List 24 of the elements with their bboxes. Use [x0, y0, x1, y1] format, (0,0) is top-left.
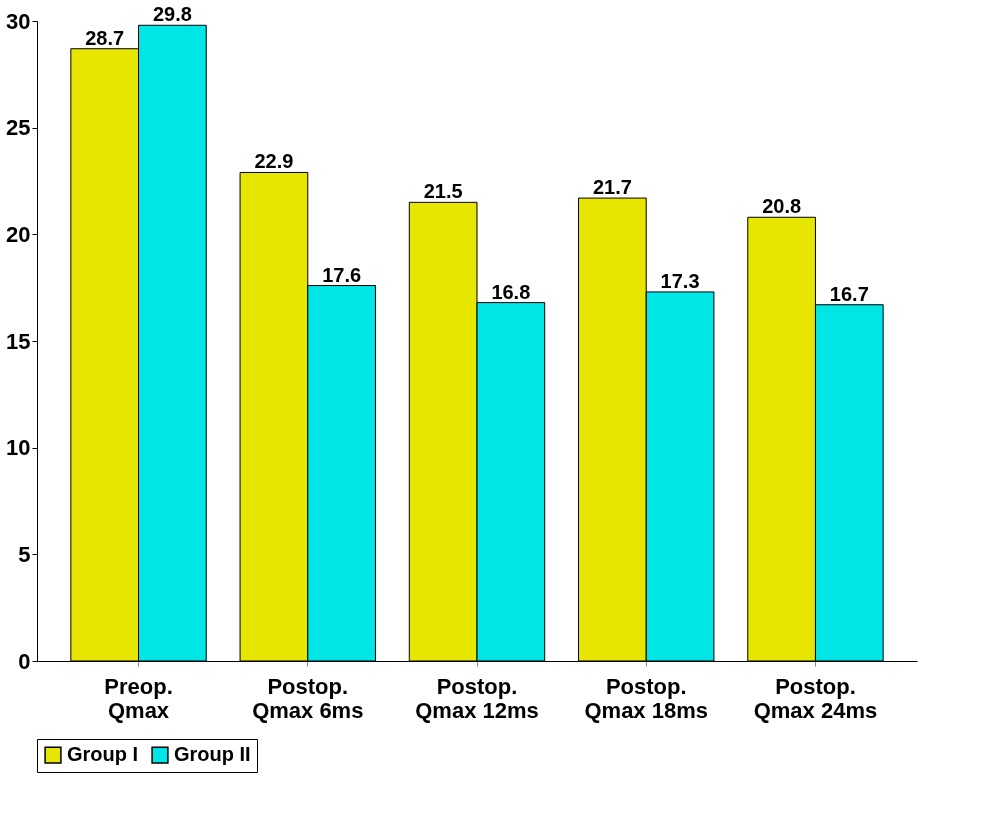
legend-label: Group I [67, 743, 139, 766]
y-tick-label: 25 [6, 115, 31, 141]
x-tick-label: Preop. Qmax [104, 673, 173, 723]
y-tick-label: 0 [18, 648, 31, 674]
y-tick-label: 15 [6, 328, 31, 354]
x-tick-label: Postop. Qmax 24ms [753, 673, 878, 723]
data-label: 22.9 [254, 150, 294, 173]
x-tick-label: Postop. Qmax 18ms [584, 673, 708, 723]
y-tick-label: 5 [18, 541, 31, 567]
data-label: 17.3 [660, 269, 700, 292]
x-tick-label: Postop. Qmax 6ms [252, 673, 364, 723]
y-tick-label: 20 [6, 221, 31, 247]
data-label: 16.7 [829, 282, 869, 305]
legend-label: Group II [174, 743, 251, 766]
y-tick-label: 10 [6, 435, 31, 461]
data-label: 16.8 [491, 280, 531, 303]
x-tick-label: Postop. Qmax 12ms [415, 673, 539, 723]
data-label: 29.8 [152, 3, 192, 26]
data-label: 20.8 [762, 195, 802, 218]
data-label: 28.7 [85, 26, 125, 49]
data-label: 17.6 [322, 263, 362, 286]
data-label: 21.7 [592, 176, 632, 199]
y-tick-label: 30 [6, 8, 31, 34]
data-label: 21.5 [423, 180, 463, 203]
